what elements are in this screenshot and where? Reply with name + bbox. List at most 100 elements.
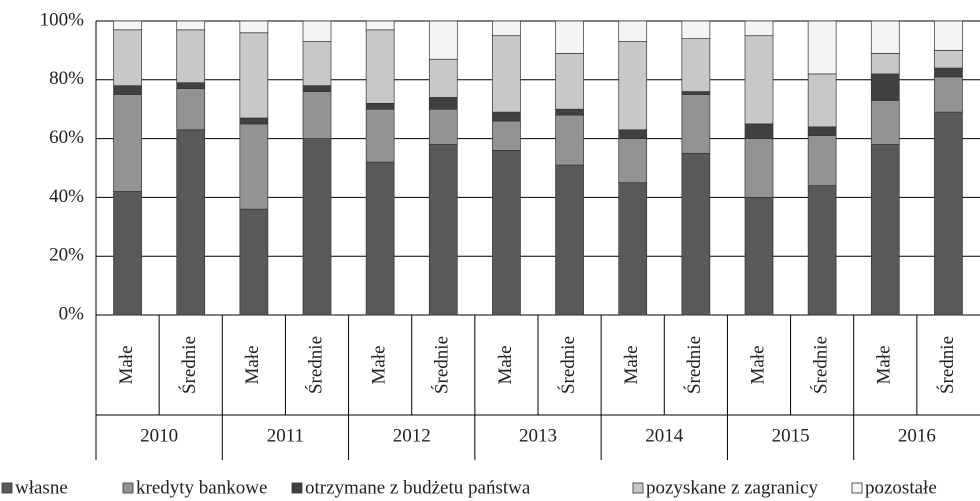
bar-segment <box>744 123 774 139</box>
bar-segment <box>934 76 963 113</box>
y-tick-label: 60% <box>49 127 84 148</box>
bar-segment <box>870 52 900 75</box>
bar-segment <box>555 114 584 166</box>
legend-swatch <box>122 482 134 494</box>
x-tick-label: Średnie <box>304 336 326 394</box>
legend-label: otrzymane z budżetu państwa <box>305 477 531 498</box>
bar-segment <box>113 85 142 95</box>
bar-segment <box>239 117 269 125</box>
bar-segment <box>618 138 648 184</box>
bar-segment <box>365 20 395 31</box>
group-label: 2015 <box>772 425 810 446</box>
bar-segment <box>176 129 206 316</box>
bar-segment <box>492 120 521 151</box>
bar-segment <box>239 123 269 210</box>
x-tick-label: Małe <box>116 345 137 384</box>
bar-segment <box>744 138 774 198</box>
bar-segment <box>618 129 648 139</box>
legend-label: pozyskane z zagranicy <box>646 477 818 498</box>
legend-swatch <box>1 482 13 494</box>
legend-swatch <box>851 482 863 494</box>
y-tick-label: 100% <box>40 9 85 30</box>
bar-segment <box>618 20 648 42</box>
x-tick-label: Średnie <box>178 336 200 394</box>
group-label: 2012 <box>393 425 431 446</box>
x-tick-label: Średnie <box>683 336 705 394</box>
bar-segment <box>428 20 458 60</box>
y-tick-label: 80% <box>49 68 84 89</box>
bar-segment <box>870 20 900 54</box>
bar-segment <box>302 41 332 87</box>
bar-segment <box>807 185 837 316</box>
bar-segment <box>870 100 900 145</box>
x-tick-label: Małe <box>621 345 642 384</box>
bar-segment <box>870 73 900 101</box>
bar-segment <box>934 50 963 69</box>
x-tick-label: Średnie <box>431 336 453 394</box>
bar-segment <box>618 182 648 316</box>
bar-segment <box>744 197 774 316</box>
x-tick-label: Małe <box>874 345 895 384</box>
bar-segment <box>555 52 584 110</box>
bar-segment <box>492 20 521 37</box>
x-tick-label: Średnie <box>936 336 958 394</box>
bar-segment <box>176 29 206 84</box>
group-label: 2014 <box>645 425 684 446</box>
x-tick-label: Małe <box>242 345 263 384</box>
bar-segment <box>113 29 142 87</box>
bar-segment <box>807 20 837 75</box>
bar-segment <box>302 91 332 139</box>
x-tick-label: Małe <box>495 345 516 384</box>
bar-segment <box>618 41 648 131</box>
bar-segment <box>428 108 458 145</box>
bar-segment <box>492 150 521 316</box>
bar-segment <box>428 144 458 316</box>
legend-swatch <box>632 482 644 494</box>
group-label: 2013 <box>519 425 557 446</box>
bar-segment <box>555 20 584 54</box>
bar-segment <box>176 82 206 89</box>
x-tick-label: Średnie <box>557 336 579 394</box>
legend-label: kredyty bankowe <box>136 477 267 498</box>
bar-segment <box>492 111 521 122</box>
bar-segment <box>744 20 774 37</box>
bar-segment <box>807 126 837 137</box>
legend-label: pozostałe <box>865 477 937 498</box>
group-label: 2011 <box>267 425 304 446</box>
bar-segment <box>113 191 142 316</box>
legend-label: własne <box>15 477 68 498</box>
bar-segment <box>744 35 774 125</box>
bar-segment <box>239 20 269 34</box>
x-tick-label: Średnie <box>810 336 832 394</box>
bar-segment <box>681 152 711 316</box>
bar-segment <box>807 73 837 128</box>
bar-segment <box>302 20 332 42</box>
bar-segment <box>555 164 584 316</box>
bar-segment <box>365 108 395 163</box>
bar-segment <box>681 38 711 92</box>
bar-segment <box>681 94 711 154</box>
bar-segment <box>428 58 458 98</box>
bar-segment <box>428 97 458 110</box>
bar-segment <box>239 208 269 316</box>
bar-segment <box>555 108 584 116</box>
bar-segment <box>302 138 332 316</box>
bar-segment <box>681 91 711 95</box>
y-tick-label: 20% <box>49 245 84 266</box>
bar-segment <box>239 32 269 119</box>
group-label: 2010 <box>140 425 178 446</box>
bar-segment <box>934 67 963 78</box>
bar-segment <box>492 35 521 113</box>
x-tick-label: Małe <box>747 345 768 384</box>
bar-segment <box>302 85 332 92</box>
group-label: 2016 <box>898 425 936 446</box>
bar-segment <box>365 102 395 110</box>
bar-segment <box>176 88 206 131</box>
y-tick-label: 0% <box>59 303 85 324</box>
bar-segment <box>934 20 963 51</box>
bar-segment <box>113 94 142 192</box>
bar-segment <box>365 29 395 104</box>
x-tick-label: Małe <box>369 345 390 384</box>
bar-segment <box>934 111 963 316</box>
